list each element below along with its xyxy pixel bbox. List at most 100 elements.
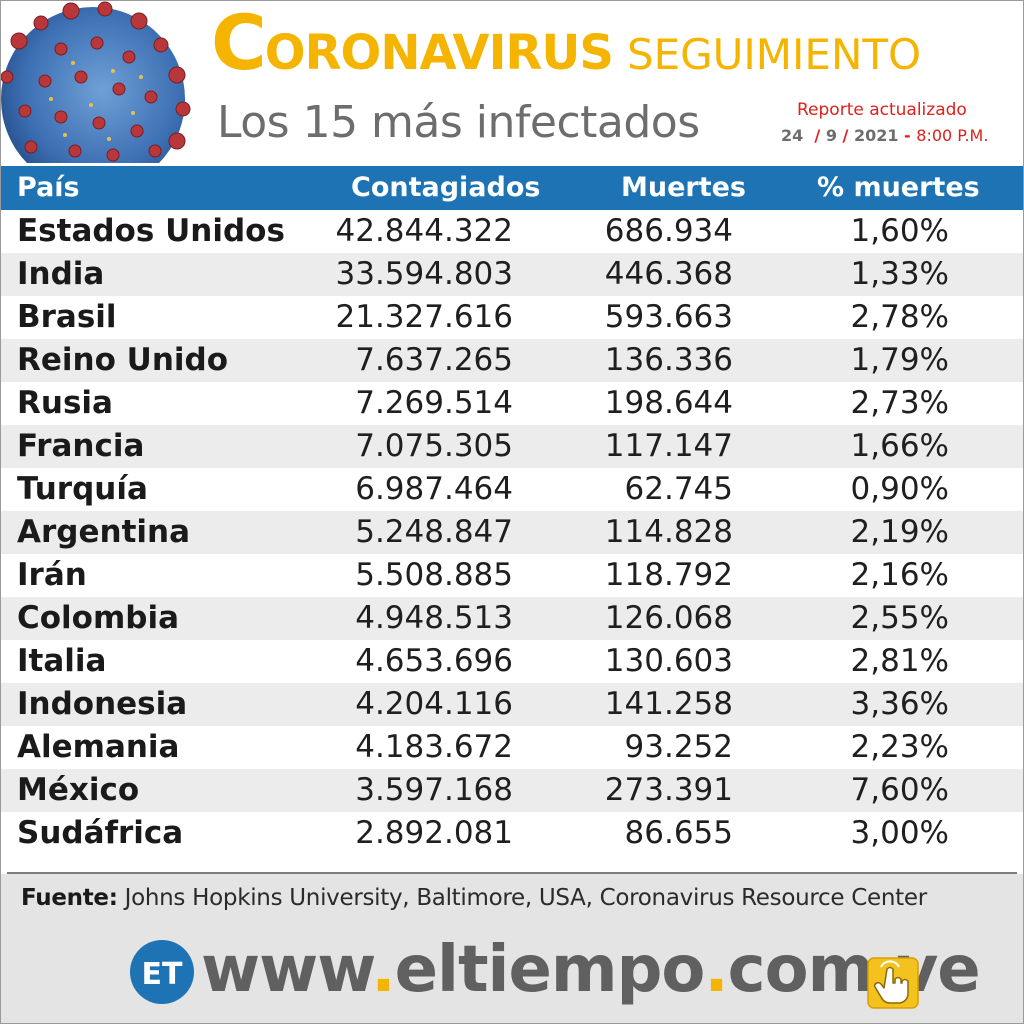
website-url[interactable]: www.eltiempo.com.ve [201, 933, 981, 1007]
table-row: Reino Unido 7.637.265 136.336 1,79% [1, 339, 1023, 382]
report-time: 8:00 P.M. [916, 126, 989, 145]
report-label: Reporte actualizado [797, 100, 967, 120]
table-row: Brasil 21.327.616 593.663 2,78% [1, 296, 1023, 339]
cell-country: Reino Unido [17, 342, 229, 378]
cell-death-rate: 1,33% [850, 256, 949, 292]
source-text: Johns Hopkins University, Baltimore, USA… [124, 885, 928, 911]
table-row: Indonesia 4.204.116 141.258 3,36% [1, 683, 1023, 726]
source-line: Fuente: Johns Hopkins University, Baltim… [21, 885, 927, 911]
table-row: Italia 4.653.696 130.603 2,81% [1, 640, 1023, 683]
cell-deaths: 198.644 [604, 385, 733, 421]
cell-death-rate: 2,81% [850, 643, 949, 679]
source-label: Fuente: [21, 885, 118, 911]
cell-country: Sudáfrica [17, 815, 184, 851]
cell-cases: 6.987.464 [355, 471, 513, 507]
title-first-letter: C [211, 0, 267, 87]
cell-country: Estados Unidos [17, 213, 285, 249]
column-header-cases: Contagiados [351, 172, 541, 203]
cell-deaths: 130.603 [604, 643, 733, 679]
cell-country: Argentina [17, 514, 190, 550]
cell-country: Brasil [17, 299, 117, 335]
table-row: Alemania 4.183.672 93.252 2,23% [1, 726, 1023, 769]
report-month: 9 [825, 126, 837, 145]
cell-death-rate: 3,00% [850, 815, 949, 851]
cell-deaths: 117.147 [604, 428, 733, 464]
title-rest: ORONAVIRUS [264, 25, 614, 81]
cell-deaths: 118.792 [604, 557, 733, 593]
report-year: 2021 [853, 126, 899, 145]
divider [7, 872, 1017, 874]
cell-death-rate: 1,66% [850, 428, 949, 464]
column-header-country: País [17, 172, 80, 203]
cell-death-rate: 2,19% [850, 514, 949, 550]
cell-cases: 7.269.514 [355, 385, 513, 421]
table-row: México 3.597.168 273.391 7,60% [1, 769, 1023, 812]
table-row: Francia 7.075.305 117.147 1,66% [1, 425, 1023, 468]
pointing-hand-icon [867, 957, 919, 1009]
column-header-death-rate: % muertes [817, 172, 980, 203]
cell-death-rate: 2,55% [850, 600, 949, 636]
cell-cases: 5.508.885 [355, 557, 513, 593]
cell-death-rate: 3,36% [850, 686, 949, 722]
cell-cases: 42.844.322 [335, 213, 514, 249]
cell-deaths: 114.828 [604, 514, 733, 550]
cell-death-rate: 2,23% [850, 729, 949, 765]
cell-deaths: 62.745 [624, 471, 733, 507]
cell-cases: 7.637.265 [355, 342, 513, 378]
url-dot-2: . [704, 933, 728, 1007]
cell-deaths: 446.368 [604, 256, 733, 292]
table-row: Irán 5.508.885 118.792 2,16% [1, 554, 1023, 597]
cell-deaths: 593.663 [604, 299, 733, 335]
report-day: 24 [781, 126, 804, 145]
main-title: CORONAVIRUS SEGUIMIENTO [211, 5, 921, 81]
cell-country: India [17, 256, 105, 292]
logo-text: ET [142, 957, 183, 992]
url-dot-1: . [371, 933, 395, 1007]
cell-country: Francia [17, 428, 145, 464]
cell-country: Italia [17, 643, 107, 679]
cell-cases: 4.183.672 [355, 729, 513, 765]
cell-country: Irán [17, 557, 87, 593]
cell-cases: 5.248.847 [355, 514, 513, 550]
cell-deaths: 686.934 [604, 213, 733, 249]
table-row: Argentina 5.248.847 114.828 2,19% [1, 511, 1023, 554]
cell-cases: 21.327.616 [335, 299, 514, 335]
cell-country: Alemania [17, 729, 180, 765]
header: CORONAVIRUS SEGUIMIENTO Los 15 más infect… [1, 1, 1023, 163]
table-body: Estados Unidos 42.844.322 686.934 1,60% Indi… [1, 210, 1023, 855]
url-eltiempo: eltiempo [394, 933, 706, 1007]
cell-country: Indonesia [17, 686, 188, 722]
cell-death-rate: 1,60% [850, 213, 949, 249]
cell-country: México [17, 772, 140, 808]
cell-deaths: 86.655 [624, 815, 733, 851]
cell-cases: 3.597.168 [355, 772, 513, 808]
table-row: India 33.594.803 446.368 1,33% [1, 253, 1023, 296]
table-row: Sudáfrica 2.892.081 86.655 3,00% [1, 812, 1023, 855]
cell-deaths: 136.336 [604, 342, 733, 378]
cell-country: Turquía [17, 471, 148, 507]
url-com: com [727, 933, 875, 1007]
cell-death-rate: 7,60% [850, 772, 949, 808]
table-row: Turquía 6.987.464 62.745 0,90% [1, 468, 1023, 511]
table-row: Rusia 7.269.514 198.644 2,73% [1, 382, 1023, 425]
subtitle: Los 15 más infectados [217, 97, 700, 148]
cell-cases: 33.594.803 [335, 256, 514, 292]
cell-death-rate: 0,90% [850, 471, 949, 507]
url-www: www [201, 933, 372, 1007]
eltiempo-logo: ET [130, 940, 194, 1004]
cell-cases: 4.204.116 [355, 686, 513, 722]
cell-deaths: 93.252 [624, 729, 733, 765]
cell-deaths: 273.391 [604, 772, 733, 808]
cell-deaths: 141.258 [604, 686, 733, 722]
cell-deaths: 126.068 [604, 600, 733, 636]
cell-country: Rusia [17, 385, 113, 421]
cell-cases: 4.653.696 [355, 643, 513, 679]
table-row: Colombia 4.948.513 126.068 2,55% [1, 597, 1023, 640]
column-header-deaths: Muertes [621, 172, 747, 203]
cell-death-rate: 2,73% [850, 385, 949, 421]
cell-cases: 7.075.305 [355, 428, 513, 464]
cell-country: Colombia [17, 600, 180, 636]
title-second: SEGUIMIENTO [626, 30, 922, 79]
cell-death-rate: 1,79% [850, 342, 949, 378]
